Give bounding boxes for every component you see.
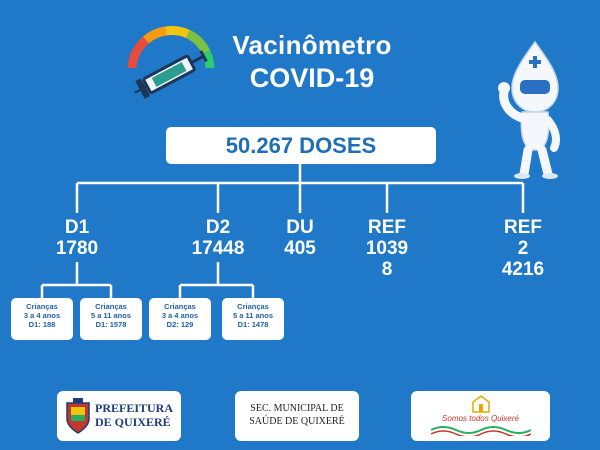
page-title: Vacinômetro [232,30,392,60]
children-box-age: 5 a 11 anos [90,311,132,320]
category-value: 17448 [191,238,245,259]
children-box-d2-5-11: Crianças 5 a 11 anos D1: 1478 [222,298,284,340]
children-box-age: 5 a 11 anos [232,311,274,320]
prefeitura-text: PREFEITURA DE QUIXERÉ [95,401,179,429]
children-box-title: Crianças [164,302,196,311]
category-d1: D1 1780 [47,217,107,259]
prefeitura-line1: PREFEITURA [95,401,174,415]
secretaria-line1: SEC. MUNICIPAL DE [250,403,344,414]
category-label: REF [368,217,406,238]
wave-decoration-icon [431,426,531,436]
syringe-gauge-icon [127,26,215,99]
category-label: REF [504,217,542,238]
children-box-dose: D1: 188 [28,320,56,329]
category-label: DU [286,217,314,238]
category-value: 1780 [55,238,99,259]
category-value-line2: 4216 [501,259,545,280]
prefeitura-logo: PREFEITURA DE QUIXERÉ [57,391,181,441]
coat-of-arms-icon [66,398,90,434]
slogan-text: Somos todos Quixeré [442,414,519,423]
page-subtitle: COVID-19 [249,63,375,93]
category-d2: D2 17448 [183,217,253,259]
secretaria-logo: SEC. MUNICIPAL DE SAÚDE DE QUIXERÉ [235,391,359,441]
children-box-title: Crianças [26,302,58,311]
category-label: D2 [205,217,231,238]
mascot-drop-icon [498,40,560,179]
total-doses-box: 50.267 DOSES [166,127,436,164]
total-doses-label: 50.267 DOSES [225,133,377,158]
header: Vacinômetro COVID-19 [212,30,412,94]
category-value-line1: 1039 [365,238,409,259]
category-ref-2: REF 2 4216 [493,217,553,280]
secretaria-line2: SAÚDE DE QUIXERÉ [249,416,345,427]
category-value-line1: 2 [517,238,529,259]
children-box-d1-5-11: Crianças 5 a 11 anos D1: 1578 [80,298,142,340]
category-value-line2: 8 [381,259,393,280]
category-ref-1: REF 1039 8 [357,217,417,280]
children-box-dose: D1: 1578 [95,320,127,329]
children-box-d2-3-4: Crianças 3 a 4 anos D2: 129 [149,298,211,340]
children-box-d1-3-4: Crianças 3 a 4 anos D1: 188 [11,298,73,340]
category-value: 405 [284,238,316,259]
children-box-title: Crianças [95,302,127,311]
secretaria-text: SEC. MUNICIPAL DE SAÚDE DE QUIXERÉ [235,402,359,428]
children-box-dose: D2: 129 [166,320,194,329]
children-box-age: 3 a 4 anos [161,311,199,320]
somos-quixere-logo: Somos todos Quixeré [411,391,550,441]
landmark-icon [472,395,490,413]
children-box-dose: D1: 1478 [237,320,269,329]
children-box-age: 3 a 4 anos [23,311,61,320]
category-label: D1 [64,217,90,238]
children-box-title: Crianças [237,302,269,311]
category-du: DU 405 [272,217,328,259]
prefeitura-line2: DE QUIXERÉ [95,415,171,429]
